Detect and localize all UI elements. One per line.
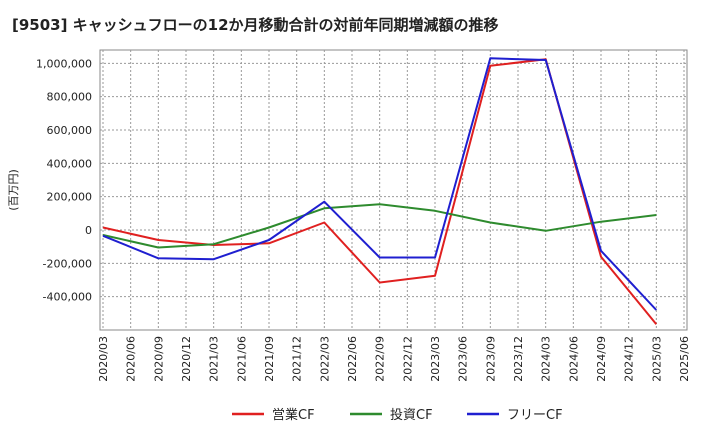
series-lines xyxy=(102,57,658,325)
y-axis-label: (百万円) xyxy=(7,169,20,211)
x-tick-label: 2021/03 xyxy=(208,336,221,382)
x-tick-label: 2020/12 xyxy=(180,336,193,382)
x-tick-label: 2022/06 xyxy=(346,336,359,382)
y-tick-label: -400,000 xyxy=(43,291,92,304)
x-tick-label: 2021/12 xyxy=(291,336,304,382)
x-tick-label: 2023/12 xyxy=(512,336,525,382)
y-tick-label: 0 xyxy=(85,224,92,237)
legend: 営業CF 投資CF フリーCF xyxy=(232,407,563,423)
x-axis: 2020/03 2020/06 2020/09 2020/12 2021/03 2021/… xyxy=(97,336,691,382)
y-tick-label: 600,000 xyxy=(47,124,93,137)
grid-lines xyxy=(100,50,687,330)
chart-title: [9503] キャッシュフローの12か月移動合計の対前年同期増減額の推移 xyxy=(12,16,499,34)
x-tick-label: 2024/06 xyxy=(567,336,580,382)
x-tick-label: 2025/03 xyxy=(650,336,663,382)
x-tick-label: 2020/09 xyxy=(152,336,165,382)
x-tick-label: 2020/06 xyxy=(125,336,138,382)
x-tick-label: 2023/09 xyxy=(484,336,497,382)
x-tick-label: 2022/12 xyxy=(401,336,414,382)
y-tick-label: -200,000 xyxy=(43,257,92,270)
legend-label-3: フリーCF xyxy=(507,408,563,423)
series-line-2 xyxy=(102,203,657,249)
x-tick-label: 2023/03 xyxy=(429,336,442,382)
x-tick-label: 2022/09 xyxy=(374,336,387,382)
x-tick-label: 2024/09 xyxy=(595,336,608,382)
legend-label-2: 投資CF xyxy=(390,407,433,423)
y-tick-label: 200,000 xyxy=(47,191,93,204)
x-tick-label: 2021/09 xyxy=(263,336,276,382)
x-tick-label: 2024/03 xyxy=(540,336,553,382)
y-tick-label: 1,000,000 xyxy=(36,57,92,70)
legend-label-1: 営業CF xyxy=(272,407,315,423)
x-tick-label: 2022/03 xyxy=(318,336,331,382)
plot-area xyxy=(99,49,688,331)
x-tick-label: 2024/12 xyxy=(623,336,636,382)
x-tick-label: 2025/06 xyxy=(678,336,691,382)
x-tick-label: 2023/06 xyxy=(457,336,470,382)
y-tick-label: 800,000 xyxy=(47,91,93,104)
series-line-3 xyxy=(102,57,658,311)
x-tick-label: 2020/03 xyxy=(97,336,110,382)
y-tick-label: 400,000 xyxy=(47,157,93,170)
x-tick-label: 2021/06 xyxy=(235,336,248,382)
y-axis: -400,000 -200,000 0 200,000 400,000 600,000 80… xyxy=(36,57,92,303)
